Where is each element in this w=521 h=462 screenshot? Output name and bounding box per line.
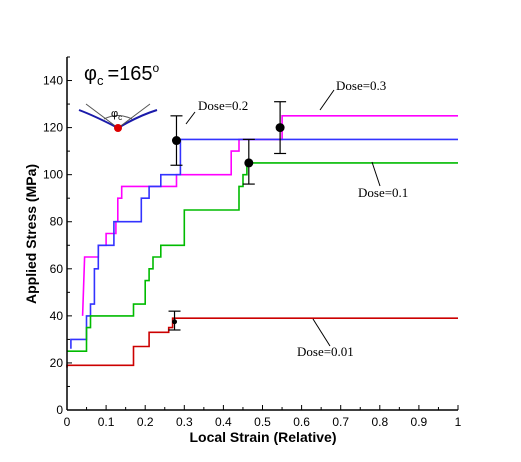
errorbar-layer [168, 101, 287, 331]
series-layer [66, 115, 458, 368]
angle-tangent-left [85, 103, 119, 129]
grain-boundary-left-curve [78, 109, 119, 129]
y-tick-label: 140 [43, 74, 63, 88]
annotation-layer: Dose=0.2 Dose=0.3 Dose=0.1 Dose=0.01 [185, 78, 408, 359]
dose-0.01-leader [312, 318, 331, 347]
y-tick-label: 20 [50, 356, 64, 370]
x-tick-label: 0.7 [332, 415, 349, 429]
x-tick-label: 0.1 [98, 415, 115, 429]
dose-0.2-label: Dose=0.2 [198, 98, 248, 113]
x-ticks: 0 0.1 0.2 0.3 0.4 0.5 0.6 0.7 0.8 0.9 1 [64, 405, 462, 429]
series-line-dose-0-1 [67, 162, 458, 353]
phi-subscript: c [97, 73, 104, 88]
phi-small-symbol: φ [111, 108, 118, 120]
dose-0.01-label: Dose=0.01 [297, 344, 354, 359]
y-tick-label: 0 [56, 403, 63, 417]
x-axis-title: Local Strain (Relative) [189, 429, 336, 445]
x-tick-label: 0.6 [293, 415, 310, 429]
phi-symbol: φ [84, 63, 97, 85]
x-tick-label: 1 [455, 415, 462, 429]
phi-inset: φc =165o φc [78, 61, 160, 132]
triple-junction-dot [114, 124, 122, 132]
error-bar-marker [172, 319, 178, 325]
dose-0.1-label: Dose=0.1 [358, 185, 408, 200]
dose-0.3-leader [319, 89, 335, 111]
series-line-dose-0-3 [81, 115, 458, 316]
grain-boundary-right-curve [117, 109, 158, 129]
error-bar-marker [171, 136, 181, 146]
x-tick-label: 0.2 [137, 415, 154, 429]
x-tick-label: 0.9 [411, 415, 428, 429]
dose-0.2-leader [185, 111, 196, 125]
x-tick-label: 0.8 [371, 415, 388, 429]
x-tick-label: 0 [64, 415, 71, 429]
angle-tangent-right [117, 103, 151, 129]
dose-0.1-leader [371, 161, 381, 187]
error-bar-marker [244, 158, 254, 168]
x-tick-label: 0.5 [254, 415, 271, 429]
series-line-dose-0-2 [70, 138, 458, 349]
y-tick-label: 40 [50, 309, 64, 323]
x-tick-label: 0.4 [215, 415, 232, 429]
error-bar-marker [275, 123, 285, 133]
series-line-dose-0-01 [66, 317, 458, 368]
phi-small-subscript: c [118, 113, 122, 122]
y-tick-label: 60 [50, 262, 64, 276]
axes: 0 0.1 0.2 0.3 0.4 0.5 0.6 0.7 0.8 0.9 1 0 20 40 60 80 1… [23, 56, 462, 445]
phi-angle-value: =165 [107, 63, 152, 85]
y-ticks: 0 20 40 60 80 100 120 140 [43, 56, 72, 417]
angle-arc [103, 115, 133, 120]
y-axis-title: Applied Stress (MPa) [23, 164, 39, 304]
phi-degree-mark: o [153, 61, 160, 75]
y-tick-label: 100 [43, 168, 63, 182]
phi-angle-label: φc =165o [84, 61, 160, 88]
dose-0.3-label: Dose=0.3 [336, 78, 386, 93]
y-tick-label: 80 [50, 215, 64, 229]
y-tick-label: 120 [43, 121, 63, 135]
x-tick-label: 0.3 [176, 415, 193, 429]
phi-small-label: φc [111, 108, 122, 122]
